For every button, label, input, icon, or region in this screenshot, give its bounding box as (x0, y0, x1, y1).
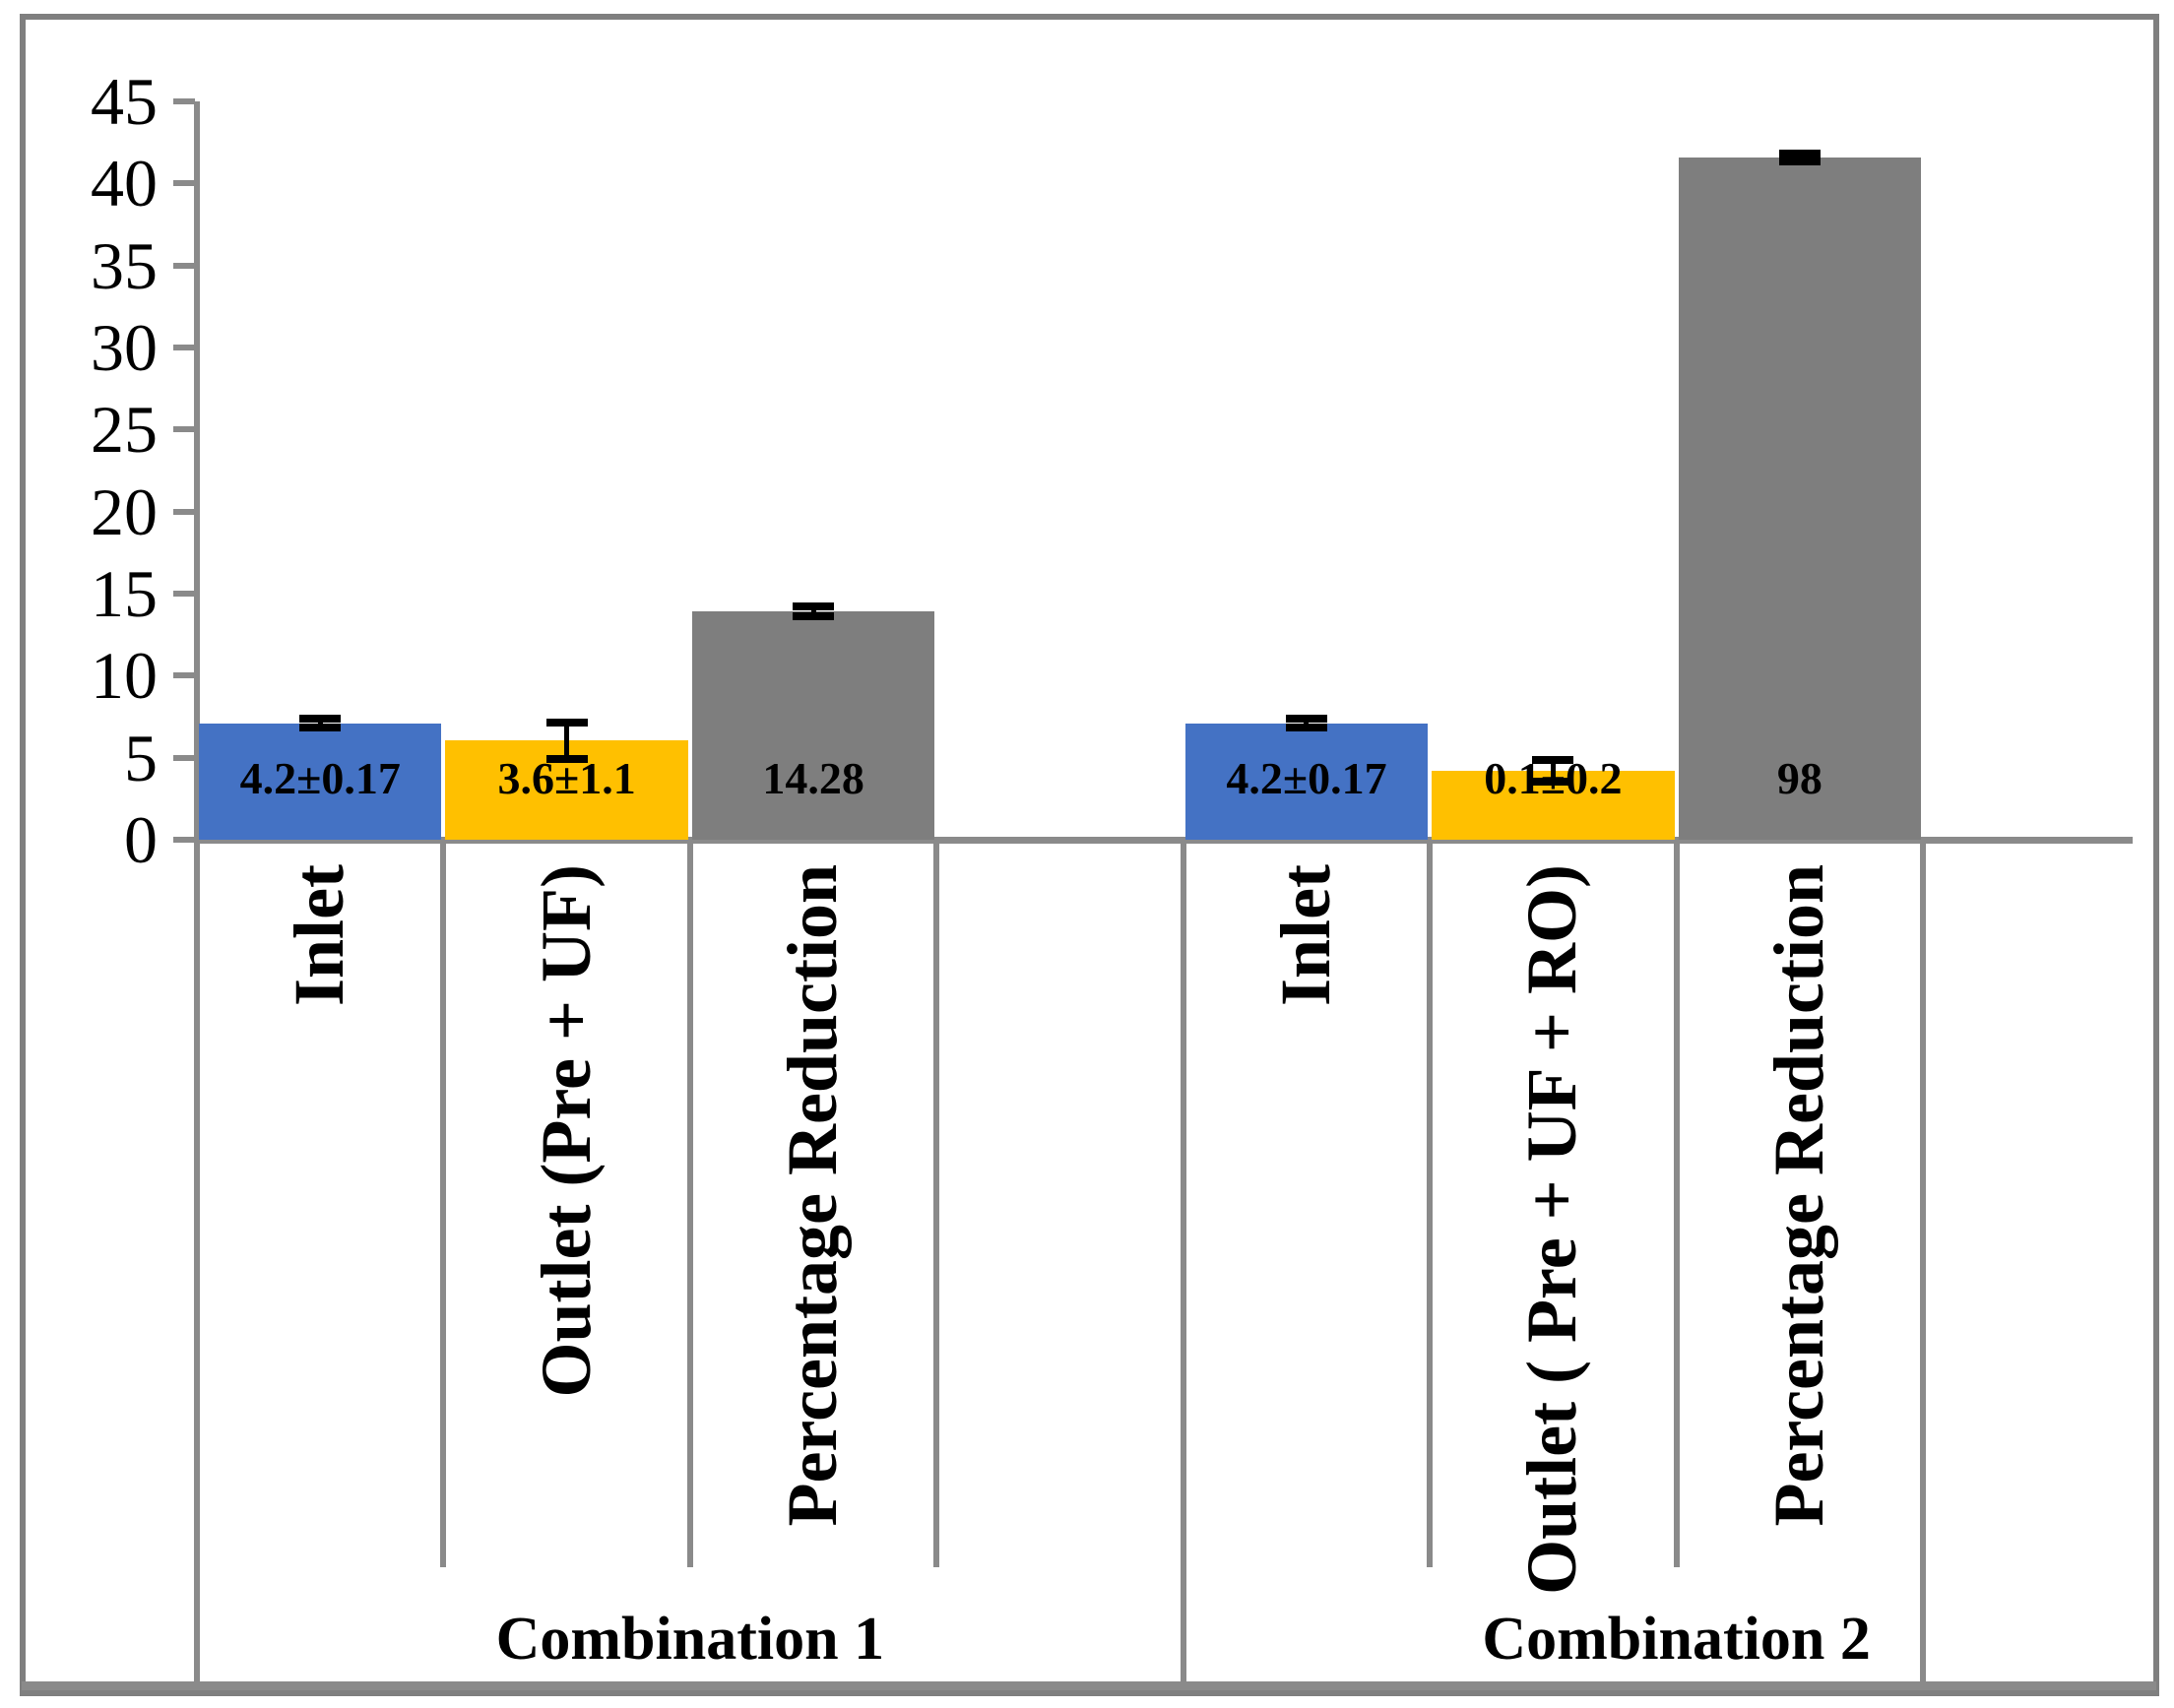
y-tick-label: 10 (91, 638, 158, 714)
y-axis-tick (173, 262, 195, 269)
category-separator-line (1427, 842, 1434, 1567)
group-separator-line (1180, 842, 1186, 1690)
category-axis-label: Percentage Reduction (773, 864, 853, 1527)
figure-border (20, 14, 2159, 1696)
error-bar-cap-bottom (1285, 724, 1327, 732)
error-bar-cap-bottom (1532, 777, 1574, 786)
error-bar-cap-bottom (793, 612, 835, 621)
error-bar-cap-top (299, 715, 342, 724)
bar-value-label: 0.1±0.2 (1484, 753, 1623, 803)
bar-value-label: 4.2±0.17 (1226, 753, 1387, 803)
y-tick-label: 0 (124, 802, 158, 877)
category-separator-line (933, 842, 940, 1567)
error-bar-cap-top (1778, 149, 1821, 158)
y-axis-tick (173, 837, 195, 843)
category-axis-label: Percentage Reduction (1759, 864, 1839, 1527)
bar-inlet (1184, 723, 1429, 840)
group-axis-label: Combination 1 (495, 1606, 885, 1673)
error-bar-cap-top (545, 718, 588, 727)
bar-value-label: 4.2±0.17 (239, 753, 401, 803)
y-axis-tick (173, 98, 195, 104)
y-tick-label: 25 (91, 392, 158, 468)
y-tick-label: 15 (91, 556, 158, 631)
y-axis-tick (173, 754, 195, 761)
y-axis-tick (173, 180, 195, 187)
error-bar-cap-bottom (299, 724, 342, 732)
category-axis-label: Outlet ( Pre + UF + RO) (1512, 864, 1592, 1595)
bar-value-label: 14.28 (762, 753, 864, 803)
y-axis-tick (173, 508, 195, 515)
category-axis-label: Inlet (280, 864, 359, 1006)
category-separator-line (686, 842, 693, 1567)
y-tick-label: 30 (91, 310, 158, 385)
category-separator-line (1673, 842, 1680, 1567)
y-tick-label: 35 (91, 227, 158, 303)
error-bar-cap-bottom (1778, 157, 1821, 165)
y-axis-tick (173, 426, 195, 433)
error-bar-line (1797, 153, 1803, 161)
y-tick-label: 20 (91, 474, 158, 549)
y-axis-tick (173, 672, 195, 679)
bar-value-label: 3.6±1.1 (497, 753, 636, 803)
error-bar-cap-top (1285, 715, 1327, 724)
category-table-bottom-line (22, 1681, 2156, 1690)
x-axis-zero-line (194, 837, 2133, 844)
category-separator-line (440, 842, 447, 1567)
y-tick-label: 40 (91, 146, 158, 221)
bar-inlet (199, 723, 442, 840)
group-axis-label: Combination 2 (1482, 1606, 1871, 1673)
error-bar-line (810, 606, 816, 617)
y-axis-tick (173, 345, 195, 350)
error-bar-cap-top (793, 602, 835, 611)
y-tick-label: 5 (124, 720, 158, 795)
bar-percentage-reduction (1678, 157, 1922, 840)
group-separator-line (1920, 842, 1927, 1690)
error-bar-line (1550, 760, 1556, 782)
error-bar-cap-bottom (545, 754, 588, 763)
error-bar-cap-top (1532, 756, 1574, 765)
error-bar-line (317, 719, 323, 728)
error-bar-line (564, 722, 570, 759)
y-axis-tick (173, 591, 195, 597)
category-axis-label: Outlet (Pre + UF) (526, 864, 606, 1398)
bar-percentage-reduction (691, 611, 935, 840)
error-bar-line (1304, 719, 1310, 728)
y-axis-line (194, 101, 200, 1690)
y-tick-label: 45 (91, 64, 158, 139)
bar-value-label: 98 (1776, 753, 1822, 803)
category-axis-label: Inlet (1266, 864, 1346, 1006)
